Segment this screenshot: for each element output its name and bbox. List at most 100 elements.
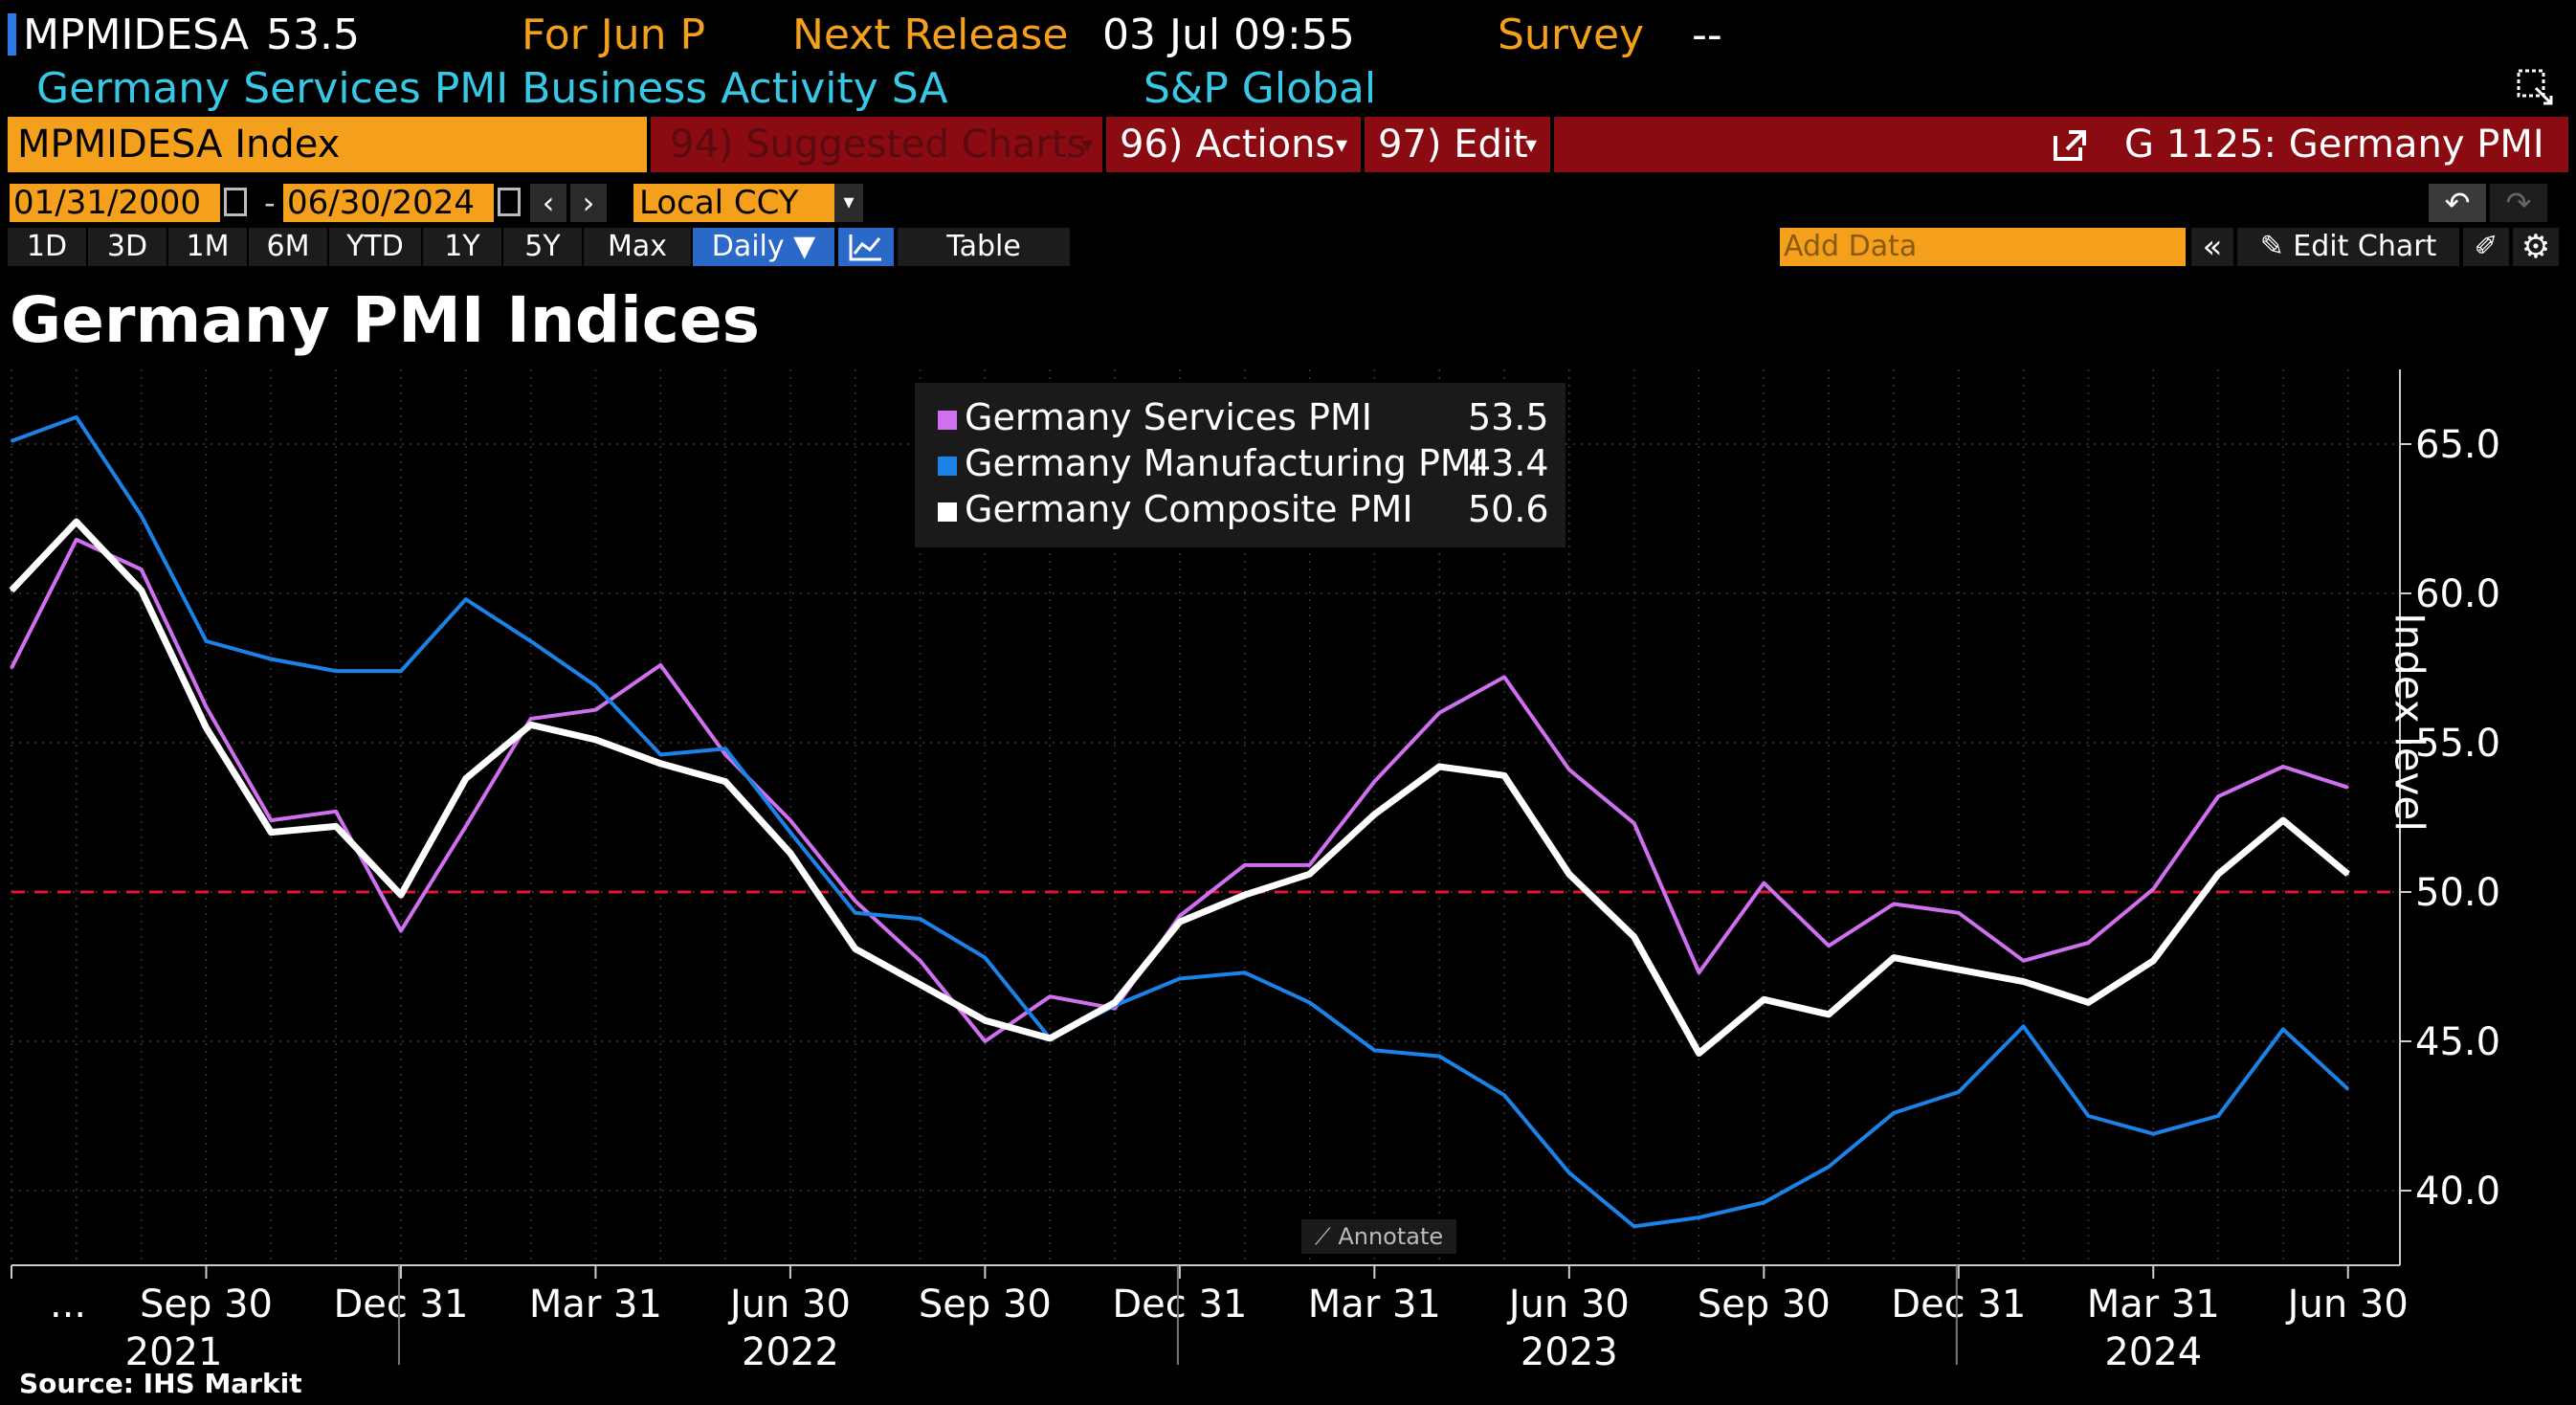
suggested-charts-button[interactable]: 94) Suggested Charts ▾	[651, 117, 1102, 172]
x-tick-label: Dec 31	[333, 1282, 468, 1327]
data-point	[2152, 887, 2155, 890]
undo-button[interactable]: ↶	[2429, 184, 2486, 222]
x-tick-label: Sep 30	[1698, 1282, 1831, 1327]
data-point	[1308, 863, 1311, 866]
x-tick-label: Sep 30	[140, 1282, 273, 1327]
data-point	[1243, 863, 1246, 866]
x-year-label: 2021	[125, 1330, 223, 1374]
actions-button[interactable]: 96) Actions ▾	[1106, 117, 1361, 172]
y-tick-label: 60.0	[2415, 572, 2500, 616]
ticker[interactable]: MPMIDESA	[23, 11, 249, 59]
y-tick-label: 45.0	[2415, 1020, 2500, 1064]
data-point	[2022, 1025, 2025, 1028]
data-point	[1632, 822, 1635, 825]
chart-title: Germany PMI Indices	[10, 283, 760, 357]
data-point	[1049, 995, 1052, 998]
data-point	[1567, 873, 1570, 876]
x-tick-label: Mar 31	[1308, 1282, 1441, 1327]
security-field[interactable]: MPMIDESA Index	[8, 117, 647, 172]
data-point	[659, 762, 662, 765]
data-point	[270, 658, 273, 660]
range-ytd[interactable]: YTD	[329, 228, 421, 266]
data-point	[11, 439, 12, 442]
data-point	[1114, 1007, 1117, 1010]
legend-swatch	[938, 411, 957, 430]
data-point	[1957, 1091, 1960, 1094]
collapse-icon[interactable]: «	[2191, 228, 2233, 266]
prev-period-button[interactable]: ‹	[530, 184, 566, 222]
y-axis-label: Index level	[2386, 613, 2433, 832]
gear-icon[interactable]: ⚙	[2513, 228, 2559, 266]
data-point	[1438, 765, 1441, 768]
next-period-button[interactable]: ›	[570, 184, 607, 222]
data-point	[1373, 780, 1376, 783]
data-point	[205, 705, 208, 708]
range-max[interactable]: Max	[584, 228, 691, 266]
edit-legend-icon[interactable]: ✐	[2463, 228, 2509, 266]
data-point	[1957, 969, 1960, 971]
data-point	[1503, 1094, 1505, 1097]
data-point	[1308, 1001, 1311, 1004]
data-point	[1373, 1049, 1376, 1052]
data-point	[2217, 795, 2220, 798]
data-point	[1049, 1037, 1052, 1039]
chart-id-bar[interactable]: G 1125: Germany PMI	[1554, 117, 2568, 172]
pencil-icon: ⟋	[1314, 1223, 1331, 1250]
range-1d[interactable]: 1D	[8, 228, 86, 266]
data-point	[205, 726, 208, 729]
survey-label: Survey	[1498, 11, 1645, 59]
chevron-down-icon: ▾	[1080, 131, 1093, 158]
currency-value: Local CCY	[639, 184, 799, 222]
data-point	[1828, 945, 1831, 948]
start-date-field[interactable]: 01/31/2000	[10, 184, 220, 222]
line-chart-icon[interactable]	[838, 228, 894, 266]
series-composite-line	[9, 518, 2350, 1057]
composite-line[interactable]	[9, 518, 2350, 1057]
data-point	[399, 894, 402, 897]
edit-label: 97) Edit	[1378, 123, 1528, 167]
data-point	[919, 983, 922, 986]
data-point	[75, 415, 78, 418]
currency-select[interactable]: Local CCY	[633, 184, 863, 222]
range-1y[interactable]: 1Y	[423, 228, 501, 266]
range-3d[interactable]: 3D	[88, 228, 167, 266]
edit-button[interactable]: 97) Edit ▾	[1365, 117, 1550, 172]
y-tick-label: 65.0	[2415, 423, 2500, 467]
calendar-icon[interactable]	[498, 188, 521, 216]
data-point	[1763, 998, 1765, 1001]
data-point	[1373, 813, 1376, 815]
chevron-down-icon[interactable]: ▾	[834, 184, 863, 222]
data-point	[919, 918, 922, 921]
data-point	[75, 538, 78, 541]
end-date-field[interactable]: 06/30/2024	[283, 184, 494, 222]
popout-icon[interactable]	[2515, 67, 2557, 109]
data-point	[140, 514, 143, 517]
calendar-icon[interactable]	[224, 188, 247, 216]
data-point	[2087, 1001, 2090, 1004]
data-point	[2022, 959, 2025, 962]
redo-button[interactable]: ↷	[2490, 184, 2547, 222]
data-point	[140, 569, 143, 571]
table-button[interactable]: Table	[898, 228, 1070, 266]
legend-value: 53.5	[1468, 396, 1549, 438]
edit-chart-button[interactable]: ✎ Edit Chart	[2237, 228, 2459, 266]
range-5y[interactable]: 5Y	[503, 228, 582, 266]
external-link-icon	[2054, 130, 2086, 161]
data-point	[529, 724, 532, 726]
range-1m[interactable]: 1M	[168, 228, 247, 266]
range-6m[interactable]: 6M	[249, 228, 327, 266]
data-point	[1503, 774, 1505, 777]
data-point	[724, 747, 727, 750]
data-point	[1243, 971, 1246, 974]
data-point	[1828, 1166, 1831, 1169]
legend-row-composite: Germany Composite PMI	[938, 486, 1413, 532]
data-point	[2022, 980, 2025, 983]
add-data-input[interactable]: Add Data	[1780, 228, 2186, 266]
annotate-button[interactable]: ⟋ Annotate	[1301, 1219, 1456, 1254]
data-point	[919, 959, 922, 962]
date-separator: -	[264, 185, 276, 221]
data-point	[2346, 786, 2349, 789]
data-point	[1308, 873, 1311, 876]
frequency-select[interactable]: Daily ▼	[693, 228, 834, 266]
